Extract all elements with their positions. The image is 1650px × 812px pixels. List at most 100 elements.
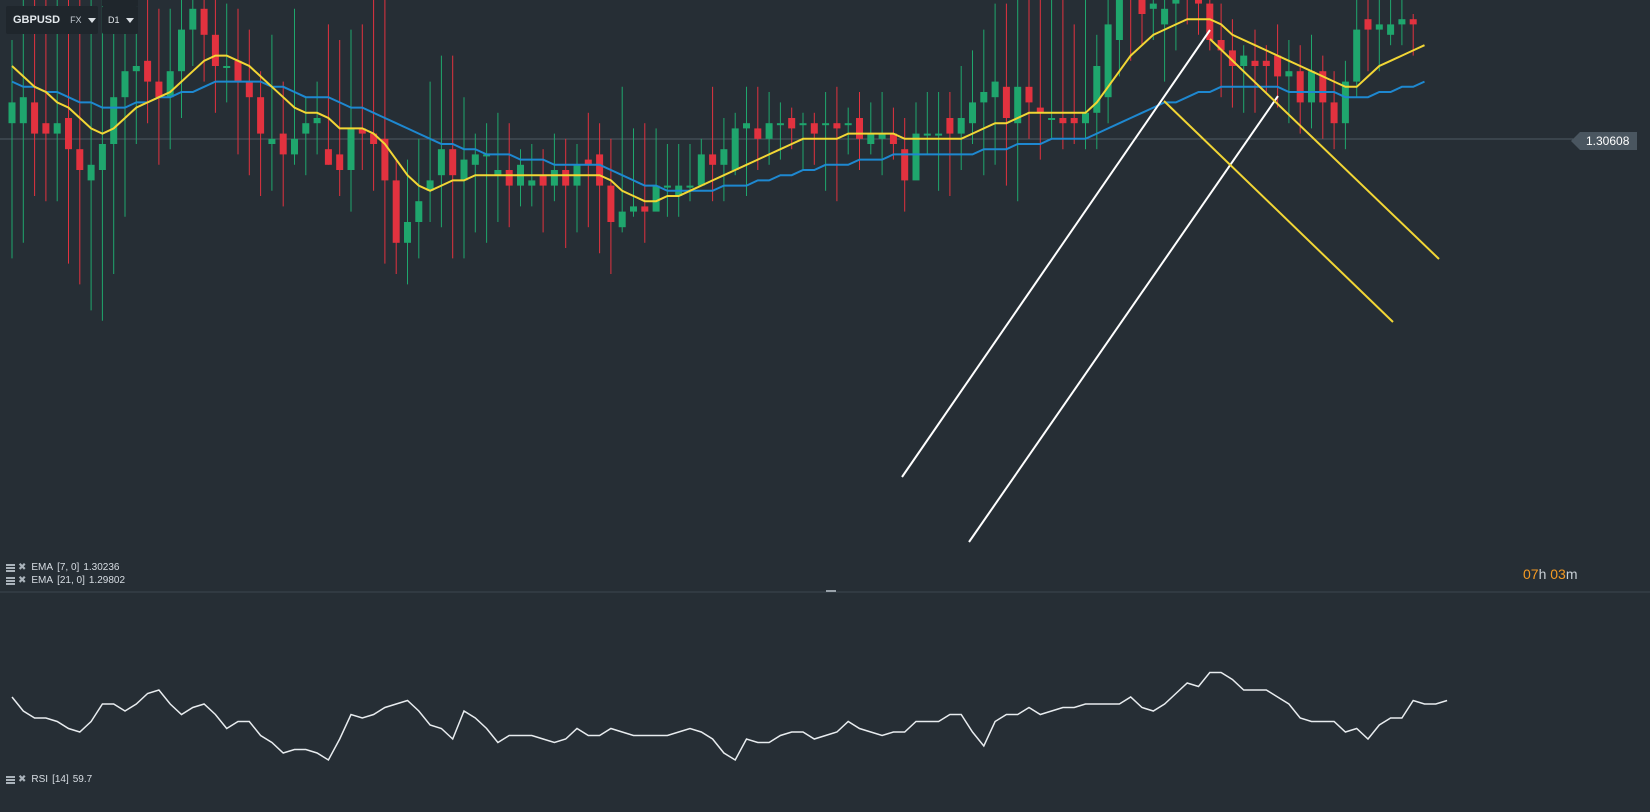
candle-body	[291, 138, 298, 155]
candle-body	[1115, 0, 1123, 40]
candle-body	[889, 133, 897, 144]
candle-body	[1240, 55, 1248, 66]
indicator-params: [14]	[52, 774, 69, 785]
candle-body	[844, 123, 852, 126]
candle-body	[991, 81, 999, 98]
indicator-name: EMA	[31, 575, 54, 586]
candle-body	[550, 170, 558, 186]
candle-body	[1048, 118, 1056, 120]
candle-body	[404, 222, 411, 243]
candle-body	[969, 102, 976, 124]
candle-body	[223, 66, 231, 68]
timeframe-selector[interactable]: D1	[102, 6, 138, 34]
menu-icon[interactable]	[6, 775, 15, 784]
timeframe-tab	[102, 0, 138, 6]
candle-body	[776, 123, 784, 126]
close-icon[interactable]: ✖	[18, 561, 27, 573]
candle-body	[1274, 55, 1282, 77]
timeframe-label: D1	[108, 15, 120, 25]
countdown-hours-unit: h	[1538, 566, 1547, 582]
trend-channel-up[interactable]	[901, 29, 1279, 543]
indicator-name: RSI	[31, 774, 49, 785]
candle-body	[1398, 19, 1406, 25]
trendline-down-lower[interactable]	[1163, 100, 1394, 323]
candle-body	[392, 180, 400, 243]
candle-body	[618, 211, 626, 228]
candle-body	[449, 149, 457, 176]
candle-body	[189, 8, 197, 30]
candle-body	[1104, 24, 1112, 98]
close-icon[interactable]: ✖	[18, 773, 27, 785]
menu-icon[interactable]	[6, 576, 15, 585]
candle-body	[302, 123, 310, 134]
candle-body	[42, 123, 50, 134]
candle-body	[426, 180, 434, 191]
candle-body	[912, 133, 920, 181]
candle-body	[1161, 8, 1169, 25]
rsi-line	[11, 671, 1448, 762]
candle-body	[98, 144, 106, 170]
candle-body	[1014, 86, 1022, 124]
countdown-hours: 07	[1523, 566, 1539, 582]
candle-body	[144, 60, 152, 82]
candle-body	[178, 29, 185, 72]
trendline-up-upper[interactable]	[901, 29, 1211, 478]
candle-body	[234, 60, 242, 82]
candle-body	[1002, 86, 1010, 118]
candle-body	[720, 149, 728, 165]
candle-body	[358, 128, 366, 134]
candle-body	[822, 123, 830, 126]
candle-body	[1409, 19, 1417, 25]
trend-channel-down[interactable]	[1163, 38, 1440, 323]
candle-body	[76, 149, 84, 170]
candle-body	[1330, 102, 1338, 124]
candle-body	[810, 123, 818, 134]
candle-body	[1195, 0, 1202, 4]
symbol-name: GBPUSD	[13, 14, 61, 26]
candle-body	[584, 159, 592, 165]
candle-body	[200, 8, 208, 35]
candle-body	[957, 118, 965, 134]
candle-body	[1228, 50, 1236, 66]
trendline-up-lower[interactable]	[968, 95, 1279, 543]
candle-body	[1172, 0, 1180, 4]
candle-body	[155, 81, 163, 98]
candle-body	[1364, 19, 1372, 30]
candle-body	[1138, 0, 1146, 14]
candle-body	[1251, 60, 1259, 66]
legend-rsi: ✖ RSI [14] 59.7	[6, 774, 92, 785]
candle-body	[607, 185, 615, 222]
candle-body	[788, 118, 796, 129]
candle-body	[765, 123, 773, 139]
candle-body	[268, 138, 276, 144]
candle-body	[923, 133, 931, 136]
close-icon[interactable]: ✖	[18, 574, 27, 586]
candle-body	[415, 201, 423, 222]
candle-body	[539, 175, 547, 186]
symbol-type: FX	[70, 15, 82, 25]
candle-body	[279, 133, 287, 155]
candle-body	[211, 34, 219, 66]
candle-body	[8, 102, 16, 124]
candle-body	[1217, 40, 1225, 51]
candle-body	[31, 102, 39, 134]
candles-layer	[8, 0, 1417, 321]
candle-body	[245, 81, 253, 98]
candle-body	[980, 92, 988, 103]
candle-body	[1025, 86, 1033, 103]
candle-body	[121, 71, 129, 98]
candle-body	[65, 118, 72, 150]
candle-body	[1036, 107, 1044, 113]
countdown-minutes: 03	[1550, 566, 1566, 582]
current-price-label: 1.30608	[1570, 132, 1638, 150]
menu-icon[interactable]	[6, 563, 15, 572]
trendline-down-upper[interactable]	[1209, 38, 1440, 260]
candle-body	[663, 185, 671, 188]
candle-body	[1285, 71, 1293, 77]
candle-body	[935, 133, 943, 136]
candle-body	[324, 149, 332, 165]
candle-body	[652, 185, 660, 212]
pane-resize-handle[interactable]	[826, 590, 836, 592]
symbol-selector[interactable]: GBPUSD FX	[6, 6, 98, 34]
